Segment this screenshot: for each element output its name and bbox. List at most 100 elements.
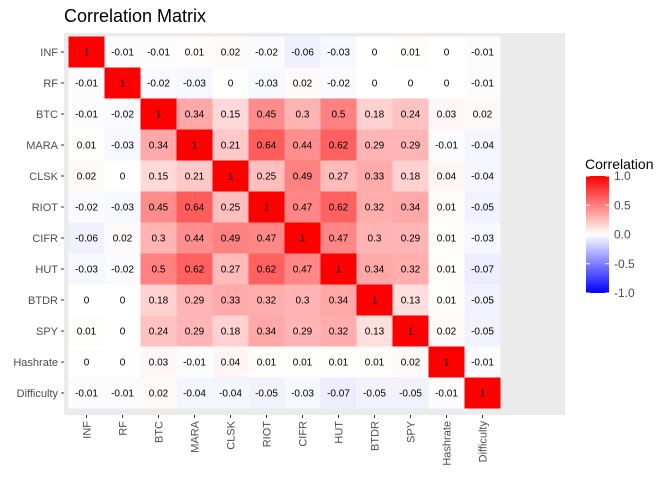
x-tick-label: BTDR <box>370 421 382 451</box>
cell-value-label: -0.03 <box>111 203 134 214</box>
heatmap-cell-mara-btdr <box>356 129 393 161</box>
x-tick-label: HUT <box>334 421 346 444</box>
heatmap-cell-inf-difficulty <box>464 36 501 68</box>
cell-value-label: 1 <box>228 172 234 183</box>
heatmap-cell-btdr-hashrate <box>428 284 465 316</box>
heatmap-cell-btdr-rf <box>104 284 141 316</box>
cell-value-label: 0.34 <box>185 110 205 121</box>
heatmap-cell-mara-hashrate <box>428 129 465 161</box>
heatmap-cell-hut-riot <box>248 253 285 285</box>
cell-value-label: 0.02 <box>437 327 457 338</box>
legend-tick-label: -0.5 <box>614 257 635 271</box>
cell-value-label: 0.18 <box>365 110 385 121</box>
chart-title: Correlation Matrix <box>64 6 206 26</box>
x-tick-label: MARA <box>190 420 202 452</box>
heatmap-cell-clsk-inf <box>68 160 105 192</box>
heatmap-cell-spy-btdr <box>356 315 393 347</box>
heatmap-cell-btc-inf <box>68 98 105 130</box>
heatmap-cell-btc-hashrate <box>428 98 465 130</box>
heatmap-cell-inf-btc <box>140 36 177 68</box>
cell-value-label: -0.01 <box>471 48 494 59</box>
heatmap-cell-inf-clsk <box>212 36 249 68</box>
y-axis-ticks: INF RF BTC MARA CLSK RIOT CIFR HUT BTDR SPY Hashra… <box>13 47 64 400</box>
heatmap-cell-rf-btdr <box>356 67 393 99</box>
x-tick-label: Difficulty <box>478 421 490 463</box>
heatmap-cell-riot-riot <box>248 191 285 223</box>
heatmap-cell-hashrate-btdr <box>356 346 393 378</box>
cell-value-label: 0 <box>120 358 126 369</box>
heatmap-cell-mara-riot <box>248 129 285 161</box>
heatmap-cell-difficulty-rf <box>104 377 141 409</box>
legend-ticks: 1.0 0.5 0.0 -0.5 -1.0 <box>586 169 635 300</box>
x-tick-label: Hashrate <box>442 421 454 466</box>
cell-value-label: 0.29 <box>401 234 421 245</box>
heatmap-cell-cifr-cifr <box>284 222 321 254</box>
heatmap-cell-mara-difficulty <box>464 129 501 161</box>
heatmap-cell-spy-difficulty <box>464 315 501 347</box>
cell-value-label: 0.29 <box>185 296 205 307</box>
cell-value-label: 0.32 <box>365 203 385 214</box>
y-tick-label: RF <box>43 78 58 90</box>
heatmap-cell-difficulty-riot <box>248 377 285 409</box>
heatmap-cell-cifr-hashrate <box>428 222 465 254</box>
cell-value-label: 0.64 <box>257 141 277 152</box>
heatmap-cell-labels: 1 -0.01 -0.01 0.01 0.02 -0.02 -0.06 -0.03 0 0.01 0… <box>75 48 494 400</box>
legend-tick-label: 1.0 <box>614 169 631 183</box>
y-tick-label: CLSK <box>29 171 58 183</box>
cell-value-label: 0 <box>444 79 450 90</box>
x-tick-label: INF <box>82 421 94 439</box>
x-tick-label: RF <box>118 421 130 436</box>
heatmap-cell-btdr-mara <box>176 284 213 316</box>
cell-value-label: -0.03 <box>291 389 314 400</box>
cell-value-label: 0.13 <box>401 296 421 307</box>
heatmap-cell-clsk-difficulty <box>464 160 501 192</box>
heatmap-cell-hut-rf <box>104 253 141 285</box>
cell-value-label: 0.29 <box>401 141 421 152</box>
heatmap-cell-spy-mara <box>176 315 213 347</box>
heatmap-cell-riot-clsk <box>212 191 249 223</box>
heatmap-cell-inf-mara <box>176 36 213 68</box>
cell-value-label: -0.02 <box>327 79 350 90</box>
legend-title: Correlation <box>585 156 653 172</box>
x-tick-label: SPY <box>406 420 418 443</box>
x-tick-label: RIOT <box>262 421 274 448</box>
cell-value-label: 0.01 <box>185 48 205 59</box>
heatmap-cell-btc-difficulty <box>464 98 501 130</box>
cell-value-label: -0.03 <box>255 79 278 90</box>
cell-value-label: -0.03 <box>183 79 206 90</box>
y-tick-label: MARA <box>26 140 58 152</box>
cell-value-label: 0.45 <box>257 110 277 121</box>
cell-value-label: -0.03 <box>327 48 350 59</box>
cell-value-label: 1 <box>300 234 306 245</box>
heatmap-cell-btdr-riot <box>248 284 285 316</box>
heatmap-cell-btc-mara <box>176 98 213 130</box>
cell-value-label: 0.01 <box>437 265 457 276</box>
legend-tick-label: 0.0 <box>614 228 631 242</box>
cell-value-label: 1 <box>156 110 162 121</box>
heatmap-cell-rf-cifr <box>284 67 321 99</box>
cell-value-label: 1 <box>372 296 378 307</box>
cell-value-label: 0.24 <box>401 110 421 121</box>
cell-value-label: 0.47 <box>293 265 313 276</box>
cell-value-label: 0.01 <box>437 296 457 307</box>
cell-value-label: -0.07 <box>471 265 494 276</box>
heatmap-cell-riot-cifr <box>284 191 321 223</box>
heatmap-cell-clsk-clsk <box>212 160 249 192</box>
heatmap-cell-inf-btdr <box>356 36 393 68</box>
heatmap-cell-mara-spy <box>392 129 429 161</box>
heatmap-cell-hut-mara <box>176 253 213 285</box>
heatmap-cell-difficulty-spy <box>392 377 429 409</box>
heatmap-cell-cifr-inf <box>68 222 105 254</box>
heatmap-cell-inf-hut <box>320 36 357 68</box>
heatmap-cell-rf-spy <box>392 67 429 99</box>
cell-value-label: 0.27 <box>221 265 241 276</box>
heatmap-cell-rf-mara <box>176 67 213 99</box>
x-tick-label: CIFR <box>298 421 310 447</box>
heatmap-cell-difficulty-mara <box>176 377 213 409</box>
cell-value-label: 0 <box>408 79 414 90</box>
heatmap-cell-cifr-rf <box>104 222 141 254</box>
heatmap-cell-hut-spy <box>392 253 429 285</box>
heatmap-cell-riot-inf <box>68 191 105 223</box>
cell-value-label: 0.32 <box>329 327 349 338</box>
cell-value-label: 0 <box>84 296 90 307</box>
